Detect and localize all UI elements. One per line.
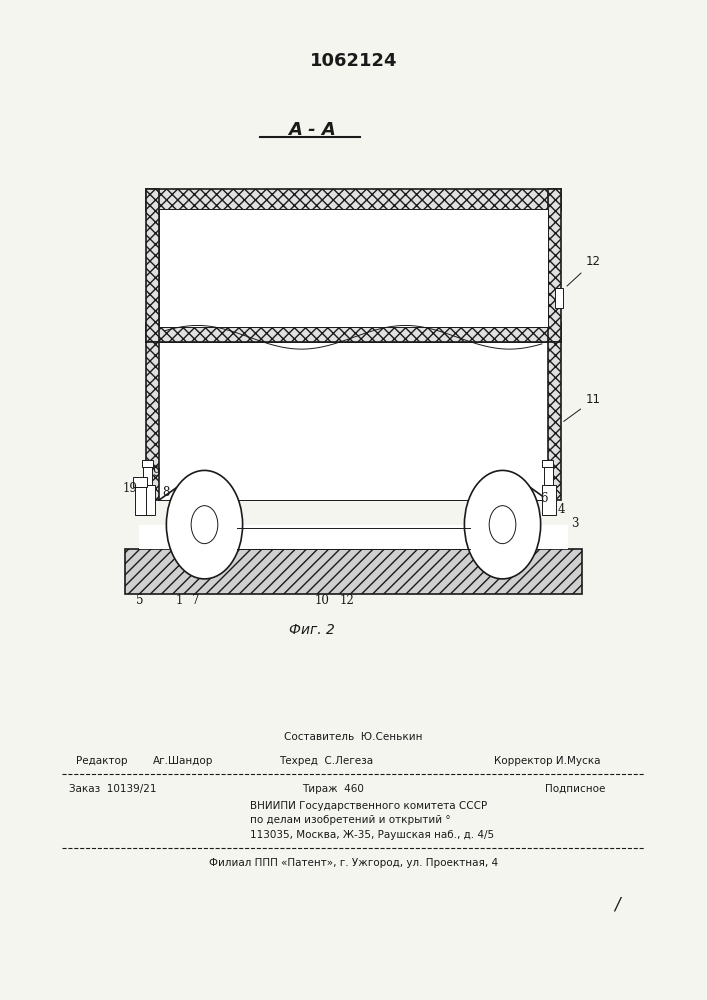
Bar <box>146 342 159 500</box>
Text: 10: 10 <box>315 594 329 607</box>
Text: Редактор: Редактор <box>76 756 128 766</box>
Text: 113035, Москва, Ж-35, Раушская наб., д. 4/5: 113035, Москва, Ж-35, Раушская наб., д. … <box>250 830 493 840</box>
Circle shape <box>464 470 541 579</box>
Bar <box>133 477 147 487</box>
Text: Фиг. 2: Фиг. 2 <box>289 623 335 637</box>
Text: ВНИИПИ Государственного комитета СССР: ВНИИПИ Государственного комитета СССР <box>250 801 487 811</box>
Text: Техред  С.Легеза: Техред С.Легеза <box>279 756 373 766</box>
Text: 5: 5 <box>136 594 144 607</box>
Bar <box>159 209 548 327</box>
Bar <box>144 467 153 485</box>
Text: Тираж  460: Тираж 460 <box>302 784 363 794</box>
Bar <box>141 485 155 515</box>
Text: 7: 7 <box>192 594 199 607</box>
Text: 12: 12 <box>339 594 354 607</box>
Circle shape <box>191 506 218 544</box>
Text: 9: 9 <box>152 466 160 479</box>
Circle shape <box>489 506 516 544</box>
Text: по делам изобретений и открытий °: по делам изобретений и открытий ° <box>250 815 450 825</box>
Text: Филиал ППП «Патент», г. Ужгород, ул. Проектная, 4: Филиал ППП «Патент», г. Ужгород, ул. Про… <box>209 858 498 868</box>
Text: Составитель  Ю.Сенькин: Составитель Ю.Сенькин <box>284 732 423 742</box>
Text: /: / <box>614 895 620 913</box>
Bar <box>548 189 561 342</box>
Text: 1062124: 1062124 <box>310 52 397 70</box>
Bar <box>542 460 553 467</box>
Text: Подписное: Подписное <box>545 784 605 794</box>
Text: 19: 19 <box>123 482 138 495</box>
Text: 3: 3 <box>571 517 579 530</box>
Text: 1: 1 <box>175 594 182 607</box>
Bar <box>146 189 561 211</box>
Text: 8: 8 <box>163 486 170 499</box>
Bar <box>142 460 153 467</box>
Bar <box>135 487 146 515</box>
Bar <box>146 189 159 342</box>
Circle shape <box>166 470 243 579</box>
Text: 6: 6 <box>540 492 548 505</box>
Text: 11: 11 <box>563 393 601 421</box>
Bar <box>548 342 561 500</box>
Bar <box>146 323 561 342</box>
Bar <box>554 288 563 308</box>
Text: 12: 12 <box>567 255 601 286</box>
Text: Заказ  10139/21: Заказ 10139/21 <box>69 784 157 794</box>
Bar <box>542 485 556 515</box>
Bar <box>139 525 568 549</box>
Text: A - A: A - A <box>288 121 336 139</box>
Bar <box>544 467 553 485</box>
Text: Аг.Шандор: Аг.Шандор <box>153 756 213 766</box>
Bar <box>124 549 583 594</box>
Bar <box>159 342 548 500</box>
Text: 4: 4 <box>558 503 565 516</box>
Text: Корректор И.Муска: Корректор И.Муска <box>494 756 601 766</box>
